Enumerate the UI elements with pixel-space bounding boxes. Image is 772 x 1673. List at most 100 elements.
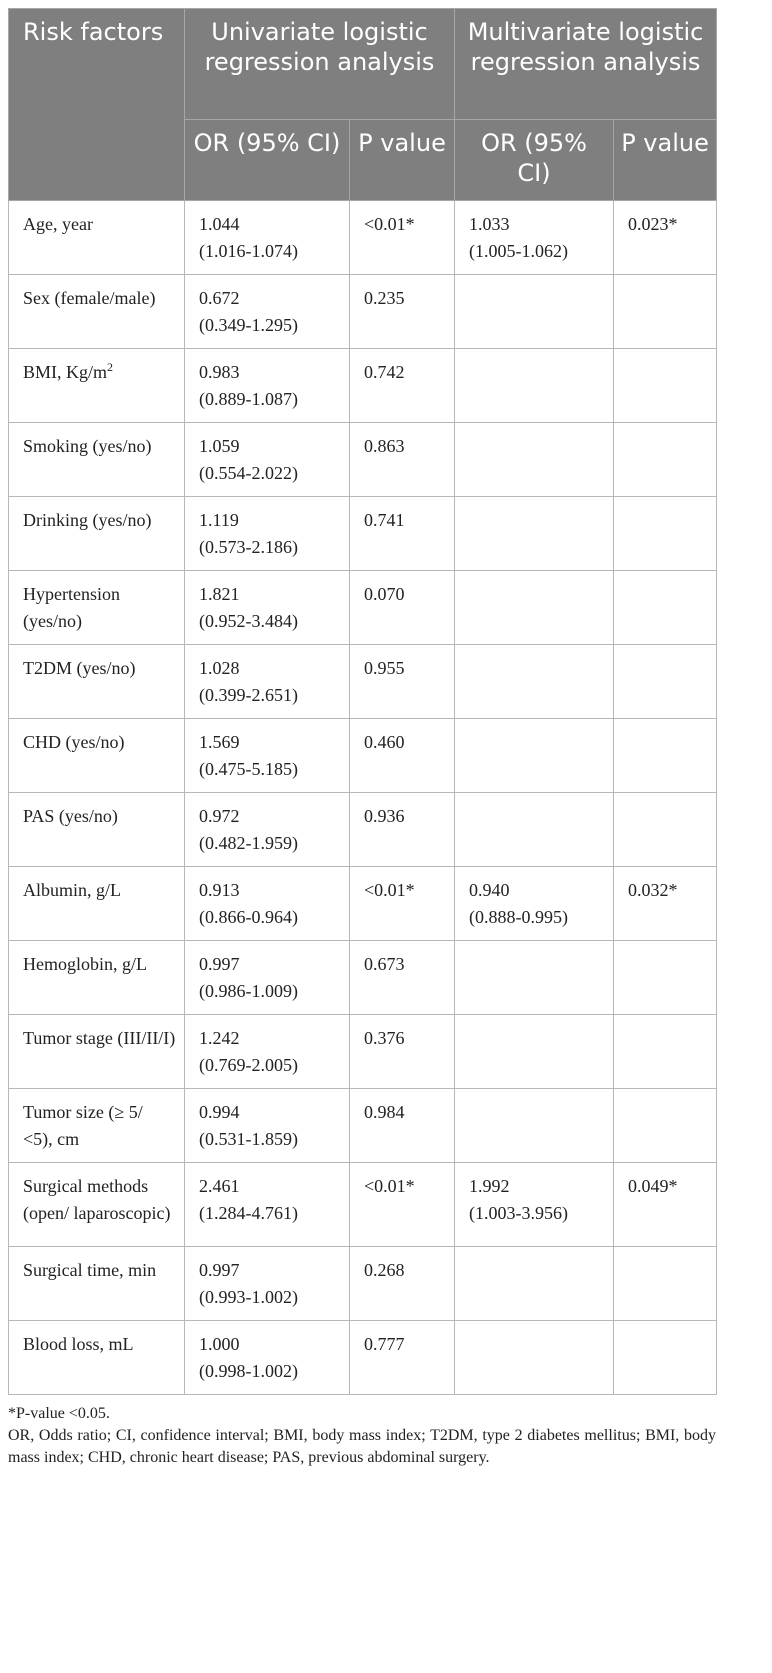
univariate-or-cell: 1.028 (0.399-2.651) xyxy=(184,644,350,719)
univariate-or-ci-text: (0.769-2.005) xyxy=(199,1055,298,1075)
univariate-or-text: 1.059 xyxy=(199,436,240,456)
multivariate-p-cell xyxy=(613,274,718,349)
univariate-p-text: 0.070 xyxy=(364,584,405,604)
univariate-or-ci-text: (0.554-2.022) xyxy=(199,463,298,483)
multivariate-or-ci-text: (1.003-3.956) xyxy=(469,1203,568,1223)
table-row: Smoking (yes/no) 1.059 (0.554-2.022) 0.863 xyxy=(8,422,718,497)
multivariate-p-cell xyxy=(613,1246,718,1321)
univariate-or-text: 1.044 xyxy=(199,214,240,234)
multivariate-or-cell xyxy=(454,1088,615,1163)
univariate-p-cell: 0.777 xyxy=(348,1320,456,1395)
univariate-p-text: 0.742 xyxy=(364,362,405,382)
univariate-p-text: 0.268 xyxy=(364,1260,405,1280)
univariate-or-cell: 1.569 (0.475-5.185) xyxy=(184,718,350,793)
footnote-abbreviations: OR, Odds ratio; CI, confidence interval;… xyxy=(8,1427,716,1466)
risk-factor-cell: Hypertension (yes/no) xyxy=(8,570,185,645)
multivariate-or-cell xyxy=(454,274,615,349)
multivariate-p-cell: 0.049* xyxy=(613,1162,718,1247)
univariate-or-text: 1.569 xyxy=(199,732,240,752)
multivariate-p-cell: 0.032* xyxy=(613,866,718,941)
univariate-or-ci-text: (0.993-1.002) xyxy=(199,1287,298,1307)
table-row: Tumor size (≥ 5/ <5), cm 0.994 (0.531-1.85… xyxy=(8,1088,718,1163)
multivariate-p-cell xyxy=(613,718,718,793)
univariate-or-ci-text: (1.016-1.074) xyxy=(199,241,298,261)
table-footnotes: *P-value <0.05. OR, Odds ratio; CI, conf… xyxy=(8,1403,716,1469)
multivariate-p-cell xyxy=(613,496,718,571)
univariate-or-ci-text: (0.889-1.087) xyxy=(199,389,298,409)
univariate-or-cell: 2.461 (1.284-4.761) xyxy=(184,1162,350,1247)
header-univariate: Univariate logistic regression analysis xyxy=(183,8,456,120)
multivariate-p-cell xyxy=(613,1014,718,1089)
univariate-p-text: 0.984 xyxy=(364,1102,405,1122)
multivariate-p-cell xyxy=(613,1088,718,1163)
table-row: Tumor stage (III/II/I) 1.242 (0.769-2.005)… xyxy=(8,1014,718,1089)
univariate-or-text: 1.821 xyxy=(199,584,240,604)
univariate-p-cell: <0.01* xyxy=(348,866,456,941)
risk-factor-text: BMI, Kg/m2 xyxy=(23,360,114,382)
univariate-or-text: 1.242 xyxy=(199,1028,240,1048)
univariate-p-cell: 0.376 xyxy=(348,1014,456,1089)
header-multivariate: Multivariate logistic regression analysi… xyxy=(454,8,718,120)
multivariate-or-cell xyxy=(454,718,615,793)
univariate-p-cell: 0.936 xyxy=(348,792,456,867)
univariate-p-cell: 0.070 xyxy=(348,570,456,645)
univariate-or-ci-text: (0.399-2.651) xyxy=(199,685,298,705)
table-body: Age, year 1.044 (1.016-1.074) <0.01* 1.033 (1… xyxy=(8,200,718,1395)
risk-factor-text: Tumor stage (III/II/I) xyxy=(23,1028,176,1048)
univariate-or-cell: 1.000 (0.998-1.002) xyxy=(184,1320,350,1395)
table-row: CHD (yes/no) 1.569 (0.475-5.185) 0.460 xyxy=(8,718,718,793)
risk-factor-text: PAS (yes/no) xyxy=(23,806,118,826)
risk-factor-cell: Hemoglobin, g/L xyxy=(8,940,185,1015)
univariate-p-cell: <0.01* xyxy=(348,200,456,275)
univariate-p-text: <0.01* xyxy=(364,1176,415,1196)
risk-factor-text: Hypertension (yes/no) xyxy=(23,584,120,631)
risk-factor-cell: Age, year xyxy=(8,200,185,275)
multivariate-p-cell xyxy=(613,570,718,645)
table-row: BMI, Kg/m2 0.983 (0.889-1.087) 0.742 xyxy=(8,348,718,423)
univariate-or-cell: 0.997 (0.993-1.002) xyxy=(184,1246,350,1321)
univariate-or-ci-text: (0.986-1.009) xyxy=(199,981,298,1001)
multivariate-or-ci-text: (0.888-0.995) xyxy=(469,907,568,927)
univariate-p-text: 0.863 xyxy=(364,436,405,456)
risk-factor-cell: Tumor stage (III/II/I) xyxy=(8,1014,185,1089)
univariate-or-cell: 0.983 (0.889-1.087) xyxy=(184,348,350,423)
risk-factor-text: Albumin, g/L xyxy=(23,880,121,900)
univariate-or-text: 0.997 xyxy=(199,1260,240,1280)
univariate-or-text: 0.994 xyxy=(199,1102,240,1122)
risk-factor-cell: PAS (yes/no) xyxy=(8,792,185,867)
header-univariate-or: OR (95% CI) xyxy=(184,119,350,201)
univariate-or-cell: 1.242 (0.769-2.005) xyxy=(184,1014,350,1089)
risk-factor-cell: T2DM (yes/no) xyxy=(8,644,185,719)
header-risk-factors: Risk factors xyxy=(8,8,185,201)
table-header: Risk factors Univariate logistic regress… xyxy=(8,8,718,201)
multivariate-p-cell: 0.023* xyxy=(613,200,718,275)
multivariate-p-cell xyxy=(613,348,718,423)
univariate-or-text: 1.028 xyxy=(199,658,240,678)
risk-factor-cell: Surgical methods (open/ laparoscopic) xyxy=(8,1162,185,1247)
univariate-p-cell: 0.863 xyxy=(348,422,456,497)
risk-factor-text: Drinking (yes/no) xyxy=(23,510,152,530)
multivariate-p-cell xyxy=(613,644,718,719)
risk-factor-cell: Blood loss, mL xyxy=(8,1320,185,1395)
risk-factor-text: Smoking (yes/no) xyxy=(23,436,152,456)
univariate-or-ci-text: (1.284-4.761) xyxy=(199,1203,298,1223)
univariate-p-cell: 0.742 xyxy=(348,348,456,423)
multivariate-or-cell xyxy=(454,570,615,645)
header-multivariate-p: P value xyxy=(613,119,718,201)
univariate-p-cell: 0.955 xyxy=(348,644,456,719)
results-table-page: Risk factors Univariate logistic regress… xyxy=(8,8,718,1469)
multivariate-or-cell xyxy=(454,940,615,1015)
footnote-significance: *P-value <0.05. xyxy=(8,1405,110,1422)
multivariate-or-cell xyxy=(454,792,615,867)
univariate-p-cell: 0.741 xyxy=(348,496,456,571)
univariate-or-text: 1.000 xyxy=(199,1334,240,1354)
table-row: Albumin, g/L 0.913 (0.866-0.964) <0.01* 0.94… xyxy=(8,866,718,941)
multivariate-or-cell xyxy=(454,1246,615,1321)
univariate-or-cell: 0.672 (0.349-1.295) xyxy=(184,274,350,349)
multivariate-or-ci-text: (1.005-1.062) xyxy=(469,241,568,261)
multivariate-p-cell xyxy=(613,940,718,1015)
risk-factor-cell: BMI, Kg/m2 xyxy=(8,348,185,423)
table-row: Sex (female/male) 0.672 (0.349-1.295) 0.235 xyxy=(8,274,718,349)
risk-factor-text: Blood loss, mL xyxy=(23,1334,134,1354)
univariate-p-cell: 0.460 xyxy=(348,718,456,793)
